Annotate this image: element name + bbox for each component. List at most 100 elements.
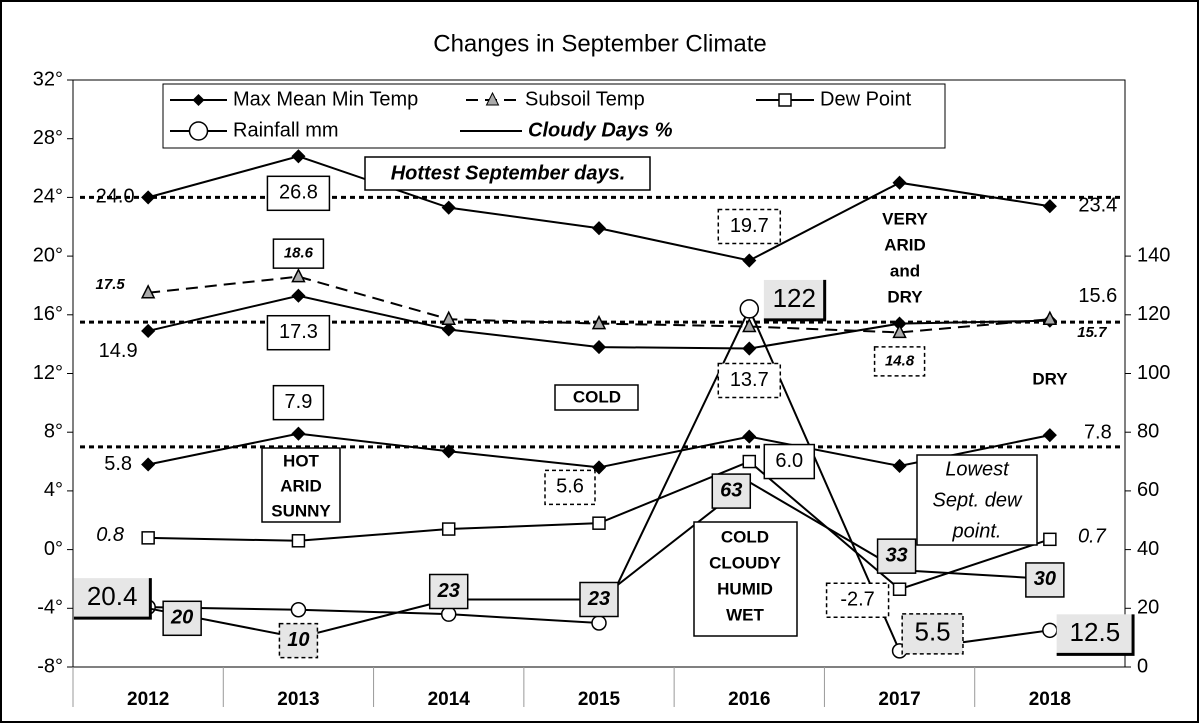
- marker: [742, 341, 757, 356]
- value-label: 14.8: [885, 352, 915, 369]
- marker: [1042, 428, 1057, 443]
- x-tick-label: 2013: [277, 689, 319, 710]
- value-label: 13.7: [730, 369, 769, 391]
- marker: [892, 323, 907, 339]
- value-label-box: [162, 600, 202, 637]
- marker: [1043, 532, 1057, 547]
- value-label-box: [579, 581, 619, 618]
- y-tick-label: 20°: [33, 244, 63, 266]
- x-tick-label: 2012: [127, 689, 169, 710]
- marker: [140, 284, 156, 299]
- marker: [291, 267, 306, 283]
- value-label: 17.3: [279, 321, 318, 343]
- y-tick-label: 8°: [44, 420, 63, 442]
- marker: [591, 460, 607, 475]
- y2-tick-label: 40: [1137, 538, 1159, 560]
- annotation: COLD: [573, 387, 621, 406]
- value-label: 15.6: [1078, 285, 1117, 307]
- marker: [441, 310, 456, 325]
- marker: [141, 457, 156, 472]
- y2-tick-label: 140: [1137, 244, 1170, 266]
- value-label: 19.7: [730, 215, 769, 237]
- value-label: 12.5: [1070, 617, 1121, 647]
- annotation-box: [261, 447, 341, 523]
- y2-tick-label: 120: [1137, 303, 1170, 325]
- annotation: HOT: [283, 451, 320, 470]
- legend-label: Dew Point: [820, 88, 912, 110]
- annotation: SUNNY: [271, 501, 331, 520]
- annotation: and: [890, 261, 920, 280]
- value-label: 5.5: [914, 617, 950, 647]
- value-label: -2.7: [840, 589, 874, 611]
- annotation: HUMID: [717, 579, 773, 598]
- value-label-box: [901, 613, 964, 655]
- legend-label: Subsoil Temp: [525, 88, 645, 110]
- y-tick-label: -4°: [37, 597, 63, 619]
- annotation: DRY: [887, 287, 923, 306]
- y2-tick-label: 60: [1137, 479, 1159, 501]
- value-label-box: [873, 346, 926, 377]
- marker: [892, 175, 907, 190]
- value-label: 10: [287, 629, 309, 651]
- marker: [742, 454, 757, 469]
- value-label-box: [272, 238, 325, 269]
- annotation-box: [554, 384, 639, 411]
- value-label: 5.6: [556, 476, 584, 498]
- y-tick-label: 16°: [33, 303, 63, 325]
- marker: [892, 458, 907, 474]
- legend-label: Rainfall mm: [233, 119, 339, 141]
- marker: [1042, 199, 1057, 214]
- value-label-box: [763, 443, 816, 480]
- value-label-box: [1056, 614, 1134, 655]
- value-label-shadow: [763, 279, 827, 322]
- annotation: Hottest September days.: [391, 162, 626, 184]
- y2-tick-label: 20: [1137, 597, 1159, 619]
- value-label-shadow: [73, 578, 152, 620]
- value-label: 20: [170, 607, 193, 629]
- value-label: 63: [720, 479, 742, 501]
- value-label: 122: [773, 283, 816, 313]
- value-label-box: [544, 469, 596, 506]
- marker: [441, 200, 456, 215]
- value-label-shadow: [1056, 614, 1135, 656]
- annotation: DRY: [1032, 369, 1068, 388]
- y-tick-label: 32°: [33, 68, 63, 90]
- value-label: 20.4: [87, 581, 138, 611]
- legend-marker: [778, 93, 792, 107]
- annotation: Lowest: [945, 458, 1010, 480]
- marker: [441, 444, 456, 459]
- value-label: 23: [587, 588, 610, 610]
- chart-title: Changes in September Climate: [433, 30, 767, 57]
- marker: [441, 522, 456, 536]
- marker: [742, 317, 757, 333]
- value-label: 17.5: [96, 276, 126, 293]
- value-label: 24.0: [96, 186, 135, 208]
- annotation: ARID: [884, 235, 926, 254]
- legend-marker: [188, 121, 209, 141]
- marker: [592, 516, 606, 530]
- value-label-box: [825, 582, 890, 618]
- y-tick-label: 24°: [33, 186, 63, 208]
- value-label: 23: [437, 580, 460, 602]
- x-tick-label: 2015: [578, 689, 621, 710]
- value-label: 0.8: [96, 524, 124, 546]
- value-label-box: [428, 573, 469, 610]
- value-label-box: [876, 538, 917, 574]
- marker: [141, 531, 155, 545]
- value-label-box: [1025, 562, 1065, 598]
- legend-marker: [192, 94, 205, 106]
- marker: [441, 322, 456, 337]
- value-label: 7.9: [285, 391, 313, 413]
- value-label-box: [73, 578, 151, 619]
- marker: [290, 602, 307, 618]
- value-label-box: [711, 473, 752, 509]
- legend-marker: [485, 91, 500, 106]
- marker: [291, 426, 306, 441]
- value-label: 15.7: [1077, 324, 1107, 341]
- value-label-box: [763, 279, 825, 320]
- x-tick-label: 2016: [728, 689, 770, 710]
- marker: [141, 190, 156, 205]
- y-tick-label: -8°: [37, 655, 63, 677]
- marker: [291, 149, 306, 164]
